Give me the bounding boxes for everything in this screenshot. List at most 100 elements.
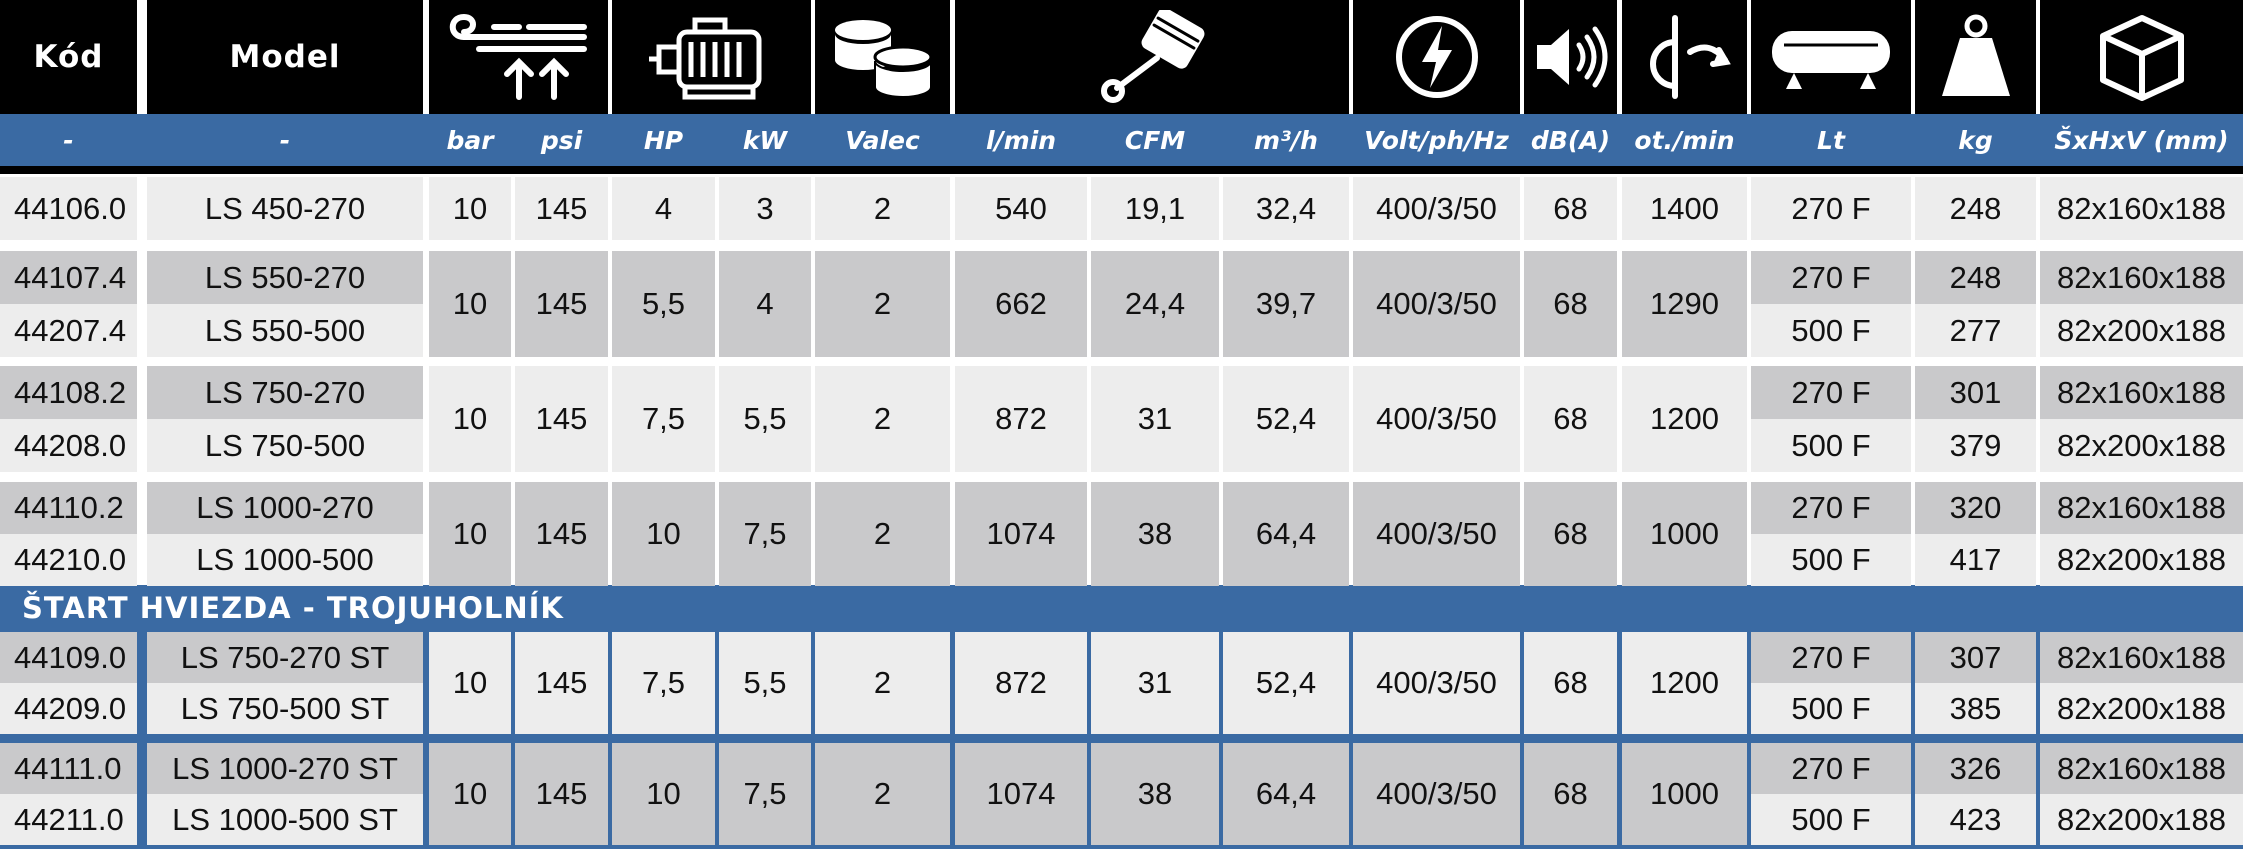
ot-cell: 1200 — [1622, 366, 1747, 472]
hp-cell: 5,5 — [612, 251, 715, 357]
dimensions-cell: 82x200x188 — [2040, 683, 2243, 734]
weight-cell: 307 — [1915, 632, 2036, 683]
bar-cell: 10 — [429, 632, 511, 734]
tank-volume-cell: 270 F — [1751, 366, 1911, 419]
hp-cell: 4 — [612, 177, 715, 240]
unit-dim: ŠxHxV (mm) — [2054, 125, 2229, 155]
hp-cell: 10 — [612, 482, 715, 586]
db-cell: 68 — [1524, 251, 1617, 357]
cfm-cell: 24,4 — [1091, 251, 1219, 357]
ot-cell: 1290 — [1622, 251, 1747, 357]
dimensions-cell: 82x200x188 — [2040, 534, 2243, 586]
model-cell: LS 550-270 — [147, 251, 423, 304]
unit-psi: psi — [540, 125, 583, 155]
code-cell: 44106.0 — [0, 177, 137, 240]
valec-cell: 2 — [815, 743, 950, 845]
weight-cell: 301 — [1915, 366, 2036, 419]
weight-cell: 248 — [1915, 177, 2036, 240]
section-title: ŠTART HVIEZDA - TROJUHOLNÍK — [22, 591, 564, 625]
cfm-cell: 31 — [1091, 632, 1219, 734]
kw-cell: 5,5 — [719, 366, 811, 472]
code-cell: 44111.0 — [0, 743, 137, 794]
cfm-cell: 31 — [1091, 366, 1219, 472]
dimensions-cell: 82x200x188 — [2040, 419, 2243, 472]
dimensions-cell: 82x160x188 — [2040, 177, 2243, 240]
kw-cell: 4 — [719, 251, 811, 357]
m3h-cell: 39,7 — [1223, 251, 1349, 357]
dimensions-cell: 82x160x188 — [2040, 366, 2243, 419]
model-cell: LS 450-270 — [147, 177, 423, 240]
code-cell: 44107.4 — [0, 251, 137, 304]
psi-cell: 145 — [515, 482, 608, 586]
tank-volume-cell: 500 F — [1751, 534, 1911, 586]
model-cell: LS 750-500 ST — [147, 683, 423, 734]
dimensions-cell: 82x160x188 — [2040, 632, 2243, 683]
cfm-cell: 19,1 — [1091, 177, 1219, 240]
volt-cell: 400/3/50 — [1353, 482, 1520, 586]
volt-cell: 400/3/50 — [1353, 743, 1520, 845]
weight-icon — [1915, 0, 2036, 114]
weight-cell: 248 — [1915, 251, 2036, 304]
code-cell: 44207.4 — [0, 304, 137, 357]
dimensions-cell: 82x160x188 — [2040, 251, 2243, 304]
dimensions-cell: 82x160x188 — [2040, 482, 2243, 534]
model-cell: LS 750-270 ST — [147, 632, 423, 683]
valec-cell: 2 — [815, 482, 950, 586]
valec-cell: 2 — [815, 632, 950, 734]
unit-ot: ot./min — [1634, 125, 1735, 155]
m3h-cell: 64,4 — [1223, 743, 1349, 845]
volt-cell: 400/3/50 — [1353, 251, 1520, 357]
volt-cell: 400/3/50 — [1353, 632, 1520, 734]
psi-cell: 145 — [515, 632, 608, 734]
unit-db: dB(A) — [1530, 125, 1611, 155]
piston-icon — [955, 0, 1349, 114]
unit-kod: - — [63, 125, 74, 155]
unit-cfm: CFM — [1124, 125, 1186, 155]
m3h-cell: 32,4 — [1223, 177, 1349, 240]
ot-cell: 1400 — [1622, 177, 1747, 240]
weight-cell: 417 — [1915, 534, 2036, 586]
model-cell: LS 1000-270 ST — [147, 743, 423, 794]
cfm-cell: 38 — [1091, 482, 1219, 586]
code-cell: 44210.0 — [0, 534, 137, 586]
bar-cell: 10 — [429, 251, 511, 357]
header-model: Model — [147, 0, 423, 114]
valec-cell: 2 — [815, 251, 950, 357]
model-cell: LS 1000-500 ST — [147, 794, 423, 845]
psi-cell: 145 — [515, 743, 608, 845]
model-cell: LS 1000-270 — [147, 482, 423, 534]
db-cell: 68 — [1524, 632, 1617, 734]
m3h-cell: 52,4 — [1223, 632, 1349, 734]
header-kod: Kód — [0, 0, 137, 114]
dimensions-cell: 82x200x188 — [2040, 794, 2243, 845]
code-cell: 44110.2 — [0, 482, 137, 534]
hp-cell: 7,5 — [612, 632, 715, 734]
tank-volume-cell: 500 F — [1751, 304, 1911, 357]
weight-cell: 385 — [1915, 683, 2036, 734]
cylinders-icon — [815, 0, 950, 114]
weight-cell: 423 — [1915, 794, 2036, 845]
valec-cell: 2 — [815, 177, 950, 240]
unit-volt: Volt/ph/Hz — [1364, 125, 1509, 155]
dimensions-cell: 82x160x188 — [2040, 743, 2243, 794]
db-cell: 68 — [1524, 482, 1617, 586]
bar-cell: 10 — [429, 743, 511, 845]
kw-cell: 7,5 — [719, 482, 811, 586]
lmin-cell: 1074 — [955, 482, 1087, 586]
tank-volume-cell: 270 F — [1751, 743, 1911, 794]
kw-cell: 7,5 — [719, 743, 811, 845]
model-cell: LS 1000-500 — [147, 534, 423, 586]
ot-cell: 1000 — [1622, 743, 1747, 845]
lmin-cell: 662 — [955, 251, 1087, 357]
unit-m3h: m³/h — [1254, 125, 1318, 155]
valec-cell: 2 — [815, 366, 950, 472]
kw-cell: 3 — [719, 177, 811, 240]
unit-hp: HP — [643, 125, 684, 155]
m3h-cell: 64,4 — [1223, 482, 1349, 586]
hp-cell: 7,5 — [612, 366, 715, 472]
lmin-cell: 872 — [955, 366, 1087, 472]
m3h-cell: 52,4 — [1223, 366, 1349, 472]
unit-model: - — [279, 125, 291, 155]
unit-bar: bar — [446, 125, 494, 155]
